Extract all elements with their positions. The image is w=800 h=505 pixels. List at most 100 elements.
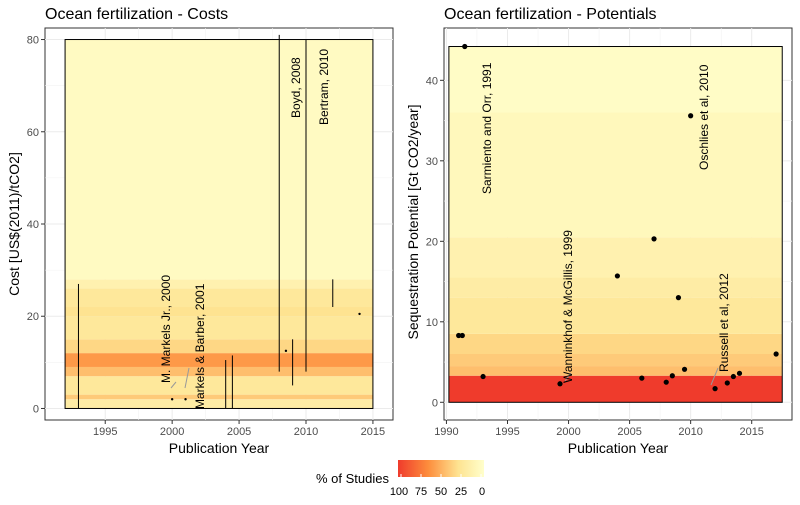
- annotation-bertram-2010: Bertram, 2010: [317, 49, 331, 125]
- annotation-russell-2012: Russell et al, 2012: [717, 273, 731, 372]
- potentials-data-point: [681, 366, 688, 372]
- potentials-x-axis-ticks: 1990 1995 2000 2005 2010 2015: [434, 420, 764, 438]
- potentials-y-tick-label: 30: [426, 156, 438, 168]
- potentials-x-tick-label: 1995: [495, 426, 519, 438]
- potentials-heat-band: [448, 375, 783, 403]
- costs-x-tick-label: 2015: [361, 426, 385, 438]
- costs-x-axis-ticks: 1995 2000 2005 2010 2015: [93, 420, 385, 438]
- potentials-heat-band: [448, 112, 783, 238]
- potentials-data-point: [462, 43, 468, 50]
- potentials-data-point: [773, 351, 779, 357]
- legend-label-25: 25: [455, 486, 467, 498]
- costs-heat-band: [65, 279, 373, 289]
- costs-x-tick-label: 2010: [294, 426, 318, 438]
- potentials-y-tick-label: 40: [426, 75, 438, 87]
- legend-label-100: 100: [390, 486, 408, 498]
- costs-data-point: [284, 349, 288, 353]
- potentials-heat-bands: [448, 46, 783, 403]
- potentials-data-point: [557, 381, 563, 387]
- potentials-data-point: [639, 375, 645, 381]
- costs-range-marks: [77, 34, 361, 409]
- potentials-y-tick-label: 20: [426, 236, 438, 248]
- potentials-data-point: [736, 370, 743, 376]
- costs-x-tick-label: 2000: [160, 426, 184, 438]
- potentials-data-point: [456, 332, 462, 339]
- costs-heat-band: [65, 316, 373, 340]
- costs-x-tick-label: 2005: [227, 426, 251, 438]
- potentials-panel: Ocean fertilization - Potentials 1990 199…: [405, 6, 793, 456]
- costs-heat-band: [65, 39, 373, 280]
- potentials-annotation-leader: [710, 367, 719, 386]
- costs-heat-band: [65, 307, 373, 317]
- potentials-y-tick-label: 10: [426, 317, 438, 329]
- costs-y-tick-label: 40: [27, 219, 39, 231]
- legend-label-50: 50: [435, 486, 447, 498]
- costs-heat-band: [65, 376, 373, 395]
- annotation-sarmiento-orr-1991: Sarmiento and Orr, 1991: [480, 62, 494, 194]
- costs-heat-band: [65, 394, 373, 400]
- potentials-x-tick-label: 2015: [739, 426, 763, 438]
- potentials-data-point: [712, 386, 718, 392]
- potentials-x-tick-label: 2000: [556, 426, 580, 438]
- potentials-heat-band: [448, 237, 783, 278]
- legend-label-0: 0: [479, 486, 485, 498]
- potentials-data-point: [724, 380, 730, 386]
- potentials-y-axis-ticks: 0 10 20 30 40: [426, 75, 444, 409]
- potentials-data-point: [651, 236, 657, 242]
- potentials-y-tick-label: 0: [432, 397, 438, 409]
- costs-heat-band: [65, 288, 373, 308]
- legend: % of Studies 100 75 50 25 0: [316, 460, 485, 498]
- potentials-heat-band: [448, 297, 783, 334]
- potentials-data-point: [459, 332, 465, 339]
- potentials-title: Ocean fertilization - Potentials: [444, 6, 657, 23]
- legend-title: % of Studies: [316, 471, 389, 486]
- costs-heat-band: [65, 339, 373, 354]
- potentials-data-point: [730, 373, 736, 380]
- potentials-data-point: [675, 295, 682, 301]
- costs-annotation-leader: [184, 367, 190, 389]
- potentials-heat-band: [448, 333, 783, 354]
- potentials-heat-band: [448, 366, 783, 376]
- legend-label-75: 75: [415, 486, 427, 498]
- costs-heat-band: [65, 366, 373, 377]
- annotation-boyd-2008: Boyd, 2008: [289, 57, 303, 118]
- potentials-data-point: [480, 373, 486, 380]
- costs-data-point: [358, 312, 361, 316]
- potentials-x-tick-label: 1990: [434, 426, 458, 438]
- costs-y-axis-title: Cost [US$(2011)/tCO2]: [6, 152, 22, 296]
- costs-panel: Ocean fertilization - Costs 1995 2000 2005…: [6, 6, 394, 456]
- costs-region-outline: [64, 39, 374, 409]
- annotation-markels-barber-2001: Markels & Barber, 2001: [193, 283, 207, 409]
- potentials-data-point: [669, 373, 675, 379]
- potentials-x-tick-label: 2005: [617, 426, 641, 438]
- costs-y-tick-label: 20: [27, 311, 39, 323]
- potentials-data-point: [614, 273, 620, 279]
- potentials-data-point: [663, 379, 669, 385]
- potentials-x-tick-label: 2010: [678, 426, 702, 438]
- legend-ticks: [400, 474, 482, 477]
- costs-x-tick-label: 1995: [93, 426, 117, 438]
- costs-data-point: [184, 398, 187, 401]
- costs-y-tick-label: 80: [27, 35, 39, 47]
- potentials-points: [456, 43, 779, 392]
- potentials-heat-band: [448, 277, 783, 298]
- potentials-x-axis-title: Publication Year: [568, 440, 669, 456]
- legend-colorbar: [398, 460, 484, 477]
- potentials-heat-band: [448, 353, 783, 367]
- potentials-annotation-leader: [564, 372, 572, 382]
- costs-heat-bands: [64, 39, 374, 409]
- annotation-wanninkhof-mcgillis-1999: Wanninkhof & McGillis, 1999: [561, 230, 575, 383]
- annotation-markels-2000: M. Markels Jr., 2000: [159, 275, 173, 383]
- costs-data-point: [170, 398, 174, 401]
- potentials-heat-band: [448, 46, 783, 113]
- annotation-oschlies-2010: Oschlies et al, 2010: [697, 64, 711, 170]
- potentials-y-axis-title: Sequestration Potential [Gt CO2/year]: [405, 104, 421, 339]
- costs-y-tick-label: 60: [27, 127, 39, 139]
- costs-heat-band: [65, 353, 373, 367]
- costs-heat-band: [65, 399, 373, 409]
- costs-y-axis-ticks: 0 20 40 60 80: [27, 35, 45, 415]
- costs-x-axis-title: Publication Year: [169, 440, 270, 456]
- costs-title: Ocean fertilization - Costs: [45, 6, 228, 23]
